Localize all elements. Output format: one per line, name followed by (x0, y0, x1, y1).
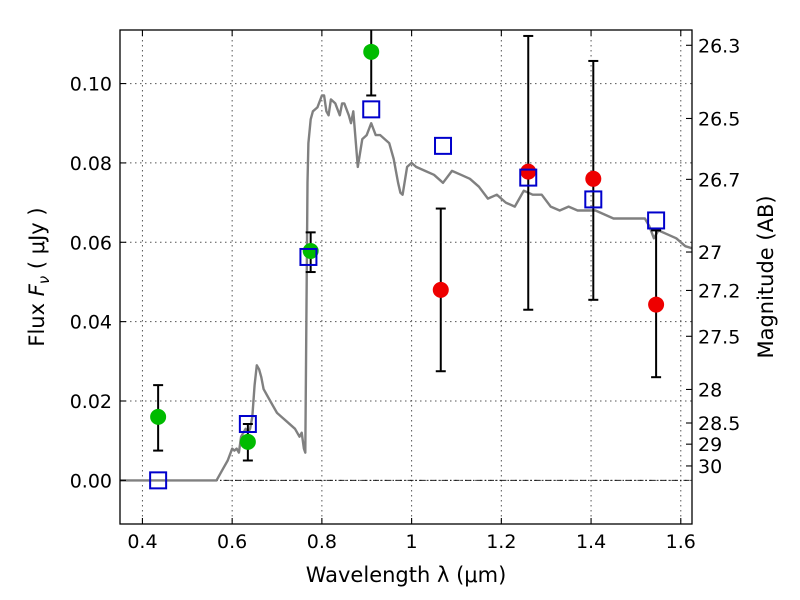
axis-ticks (120, 30, 692, 524)
magnitude-tick-label: 29 (698, 434, 722, 456)
model-spectrum-line (120, 94, 692, 482)
magnitude-axis-label: Magnitude (AB) (754, 195, 778, 358)
tick-labels: 0.4 0.6 0.8 1 1.2 1.4 1.6 0.00 0.02 0.04 0.06 0.08 0… (70, 35, 741, 553)
y-tick-label: 0.02 (70, 391, 112, 413)
magnitude-tick-label: 28.5 (698, 413, 740, 435)
magnitude-tick-label: 26.3 (698, 35, 740, 57)
model-flux-square (238, 415, 257, 434)
magnitude-tick-label: 27.5 (698, 326, 740, 348)
x-tick-label: 1 (406, 531, 418, 553)
y-tick-label: 0.06 (70, 232, 112, 254)
magnitude-tick-label: 26.7 (698, 169, 740, 191)
data-series (120, 30, 692, 490)
magnitude-tick-label: 28 (698, 379, 722, 401)
model-flux-square (149, 471, 168, 490)
y-tick-label: 0.04 (70, 312, 112, 334)
photometry-point (239, 433, 256, 450)
grid-lines (120, 30, 692, 524)
model-flux-square (584, 190, 603, 209)
model-flux-square (647, 211, 666, 230)
photometry-point (648, 296, 665, 313)
y-axis-label-post: ( μJy ) (25, 207, 49, 275)
x-axis-label: Wavelength λ (μm) (306, 563, 507, 587)
x-tick-label: 0.4 (127, 531, 157, 553)
x-tick-label: 1.6 (666, 531, 696, 553)
model-flux-square (434, 136, 453, 155)
x-tick-label: 1.4 (576, 531, 606, 553)
model-flux-square (299, 247, 318, 266)
y-axis-label-subscript: ν (35, 276, 53, 284)
magnitude-tick-label: 26.5 (698, 108, 740, 130)
magnitude-tick-label: 27.2 (698, 280, 740, 302)
model-flux-square (519, 168, 538, 187)
photometry-point (363, 43, 380, 60)
x-tick-label: 1.2 (486, 531, 516, 553)
photometry-point (150, 408, 167, 425)
x-tick-label: 0.8 (307, 531, 337, 553)
plot-frame (119, 29, 693, 525)
photometry-point (302, 243, 319, 260)
photometry-point (520, 163, 537, 180)
model-flux-square (362, 100, 381, 119)
y-axis-label-symbol: F (25, 283, 49, 296)
magnitude-tick-label: 30 (698, 456, 722, 478)
y-tick-label: 0.08 (70, 153, 112, 175)
y-tick-label: 0.10 (70, 74, 112, 96)
x-tick-label: 0.6 (217, 531, 247, 553)
y-axis-label: Flux Fν ( μJy ) (25, 207, 53, 346)
photometry-point (432, 281, 449, 298)
photometry-point (585, 170, 602, 187)
y-axis-label-pre: Flux (25, 296, 49, 346)
magnitude-tick-label: 27 (698, 242, 722, 264)
y-tick-label: 0.00 (70, 470, 112, 492)
